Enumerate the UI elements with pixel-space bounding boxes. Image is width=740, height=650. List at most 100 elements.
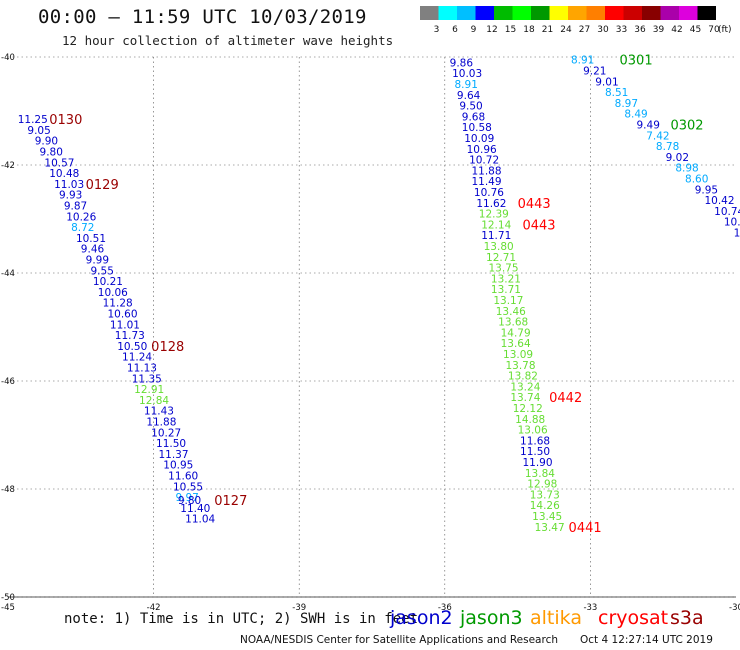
legend-item-jason2: jason2 [390,607,453,629]
pass-time-label: 0443 [518,197,551,212]
footer-credit: NOAA/NESDIS Center for Satellite Applica… [240,634,558,646]
wave-height-point: 11.03 [54,179,84,191]
colorbar-tick-label: 33 [616,25,627,35]
colorbar-swatch [438,6,457,20]
wave-height-point: 9.50 [459,101,482,113]
colorbar-swatch [531,6,550,20]
wave-height-point: 9.68 [462,111,485,123]
wave-height-point: 14.26 [530,500,560,512]
wave-height-point: 13.24 [510,381,540,393]
wave-height-point: 9.21 [583,66,606,78]
legend-item-cryosat: cryosat [598,607,669,629]
wave-height-point: 10.42 [704,195,734,207]
colorbar-tick-label: 39 [653,25,665,35]
wave-height-point: 10.26 [66,211,96,223]
wave-height-point: 11.50 [156,438,186,450]
wave-height-point: 12.12 [513,403,543,415]
colorbar-swatch [568,6,587,20]
x-tick-label: -33 [583,603,597,613]
wave-height-point: 12.14 [481,219,511,231]
wave-height-point: 12.71 [486,252,516,264]
y-tick-label: -40 [1,53,15,63]
colorbar-swatch [642,6,661,20]
colorbar-tick-label: 24 [560,25,572,35]
wave-height-point: 10.58 [462,122,492,134]
wave-height-point: 10.55 [173,481,203,493]
pass-time-label: 0302 [670,119,703,134]
wave-height-point: 10.95 [163,460,193,472]
colorbar-swatch [586,6,605,20]
wave-height-point: 13.64 [501,338,531,350]
colorbar-swatch [660,6,679,20]
wave-height-point: 13.82 [508,371,538,383]
wave-height-point: 12.91 [134,384,164,396]
wave-height-point: 13.74 [510,392,540,404]
wave-height-point: 9.80 [178,495,201,507]
colorbar-swatch [679,6,698,20]
colorbar-swatch [697,6,716,20]
pass-time-label: 0128 [151,340,184,355]
y-tick-label: -50 [1,593,15,603]
wave-height-point: 10.72 [469,155,499,167]
x-tick-label: -39 [292,603,306,613]
wave-height-point: 13.75 [488,263,518,275]
wave-height-point: 13.80 [484,241,514,253]
colorbar-swatch [457,6,476,20]
colorbar-tick-label: 12 [486,25,497,35]
wave-height-point: 13.78 [505,360,535,372]
wave-height-point: 11.35 [132,373,162,385]
wave-height-point: 11.01 [110,319,140,331]
wave-height-point: 14.88 [515,414,545,426]
x-tick-label: -30 [729,603,740,613]
wave-height-point: 8.72 [71,222,94,234]
colorbar-swatch [512,6,531,20]
wave-height-point: 11.90 [522,457,552,469]
wave-height-point: 11.25 [18,114,48,126]
wave-height-point: 13.21 [491,273,521,285]
y-tick-label: -46 [1,377,15,387]
wave-height-point: 11.50 [520,446,550,458]
wave-height-point: 11.62 [476,198,506,210]
wave-height-point: 11.49 [471,176,501,188]
y-tick-label: -42 [1,161,15,171]
footer-timestamp: Oct 4 12:27:14 UTC 2019 [580,634,713,646]
wave-height-point: 10.48 [49,168,79,180]
y-tick-label: -44 [1,269,15,279]
wave-height-point: 14.79 [501,327,531,339]
wave-height-point: 10.06 [98,287,128,299]
wave-height-point: 8.98 [675,163,698,175]
wave-height-point: 9.49 [637,120,660,132]
wave-height-point: 11.24 [122,352,152,364]
wave-height-point: 13.45 [532,511,562,523]
wave-height-point: 11.88 [146,417,176,429]
chart-title: 00:00 – 11:59 UTC 10/03/2019 [38,6,367,28]
colorbar-swatch [623,6,642,20]
colorbar-tick-label: 3 [434,25,440,35]
pass-time-label: 0442 [549,391,582,406]
plot-area: -45 -42 -39 -36 -33 -30 -40 -42 -44 -46 -48 -50 11.2… [1,53,740,613]
pass-time-label: 0301 [620,54,653,69]
wave-height-point: 13.06 [518,425,548,437]
x-tick-label: -36 [438,603,452,613]
colorbar-tick-label: 42 [671,25,682,35]
wave-height-point: 12.39 [479,209,509,221]
wave-height-point: 10.35 [724,217,740,229]
wave-height-point: 11.68 [520,435,550,447]
wave-height-point: 9.93 [59,190,82,202]
wave-height-point: 11.88 [471,165,501,177]
wave-height-point: 10.21 [93,276,123,288]
wave-height-point: 11.37 [158,449,188,461]
pass-time-label: 0130 [49,113,82,128]
colorbar-swatch [420,6,439,20]
y-tick-label: -48 [1,485,15,495]
wave-height-point: 11.60 [168,471,198,483]
colorbar-tick-label: 45 [690,25,701,35]
wave-height-point: 8.91 [455,79,478,91]
wave-height-point: 13.17 [493,295,523,307]
wave-height-point: 10.74 [714,206,740,218]
wave-height-point: 12.84 [139,395,169,407]
wave-height-point: 9.86 [450,57,474,69]
legend-item-s3a: s3a [670,607,704,629]
wave-height-point: 8.49 [624,109,647,121]
colorbar-tick-label: 15 [505,25,516,35]
